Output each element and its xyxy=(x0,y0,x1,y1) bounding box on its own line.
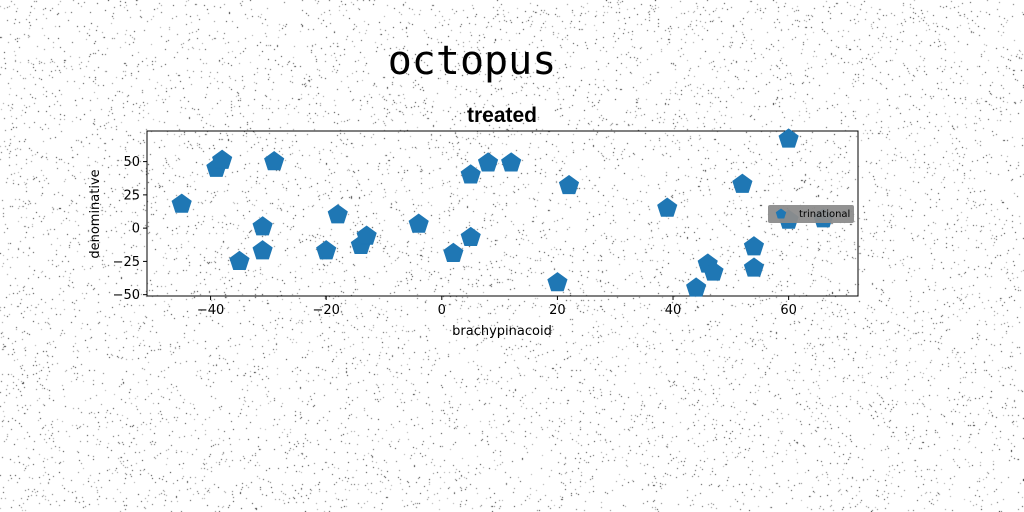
plot-area-frame xyxy=(146,130,859,297)
data-point xyxy=(443,242,464,263)
figure-suptitle: octopus xyxy=(388,38,557,84)
x-tick-label: 60 xyxy=(780,303,797,318)
data-point xyxy=(558,174,580,195)
data-point xyxy=(460,226,481,247)
data-point xyxy=(356,225,377,245)
data-point xyxy=(408,213,429,233)
x-tick-label: 0 xyxy=(438,303,446,318)
data-point xyxy=(547,272,568,292)
data-point xyxy=(743,236,765,256)
data-point xyxy=(703,261,724,281)
data-point xyxy=(327,204,348,224)
legend-box xyxy=(768,205,854,223)
data-point xyxy=(657,197,678,217)
data-point xyxy=(460,164,481,184)
data-point xyxy=(316,240,337,260)
x-axis-label: brachypinacoid xyxy=(452,324,552,339)
data-point xyxy=(252,240,273,260)
data-point xyxy=(264,150,285,171)
scatter-points xyxy=(171,128,834,297)
y-tick-label: −50 xyxy=(113,288,140,303)
x-tick-label: −20 xyxy=(312,303,339,318)
data-point xyxy=(732,173,753,193)
legend-marker-pentagon-icon xyxy=(775,208,787,219)
legend: trinational xyxy=(768,205,854,223)
data-point xyxy=(477,152,499,172)
y-tick-label: 0 xyxy=(132,222,140,237)
data-point xyxy=(212,149,233,169)
y-tick-label: −25 xyxy=(113,255,140,270)
data-point xyxy=(686,277,707,297)
data-point xyxy=(252,216,273,236)
y-tick-label: 50 xyxy=(123,155,140,170)
axis-ticks: −40 −20 0 20 40 60 −50 −25 0 25 50 xyxy=(113,155,797,318)
x-tick-label: 40 xyxy=(665,303,682,318)
y-tick-label: 25 xyxy=(123,188,140,203)
chart-title: treated xyxy=(467,104,537,127)
y-axis-label: denominative xyxy=(88,169,103,258)
data-point xyxy=(778,128,799,148)
legend-label: trinational xyxy=(799,209,850,220)
x-tick-label: 20 xyxy=(549,303,566,318)
data-point xyxy=(171,193,192,213)
data-point xyxy=(501,152,522,172)
x-tick-label: −40 xyxy=(197,303,224,318)
data-point xyxy=(743,257,765,277)
data-point xyxy=(229,250,250,270)
